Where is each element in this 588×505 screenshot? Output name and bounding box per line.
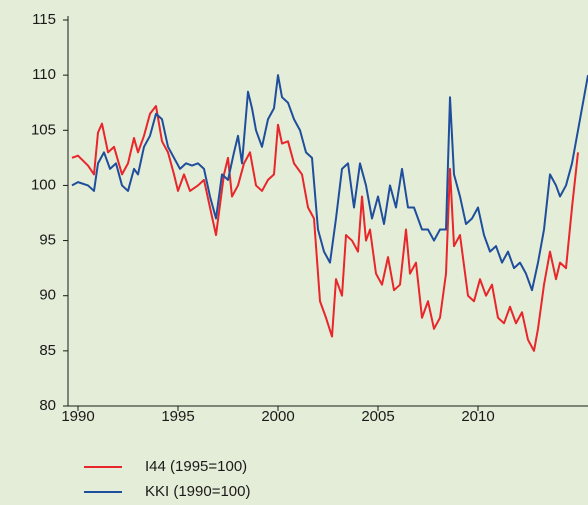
series-line <box>71 105 579 352</box>
y-tick-label: 115 <box>32 11 56 28</box>
y-tick-label: 90 <box>39 287 56 304</box>
y-tick-label: 110 <box>32 66 56 83</box>
axes: 80 85 90 95 100 105 110 115 1990 1995 2000 2005 2010 <box>31 11 588 425</box>
legend: I44 (1995=100) KKI (1990=100) <box>84 458 251 500</box>
plot-area <box>71 74 588 352</box>
x-tick-label: 2005 <box>361 408 394 425</box>
y-tick-label: 95 <box>39 232 56 249</box>
y-tick-label: 105 <box>31 121 56 138</box>
x-tick-label: 1990 <box>61 408 94 425</box>
legend-label: KKI (1990=100) <box>145 483 251 500</box>
x-tick-label: 2000 <box>261 408 294 425</box>
series-line <box>71 74 588 292</box>
legend-label: I44 (1995=100) <box>145 458 247 475</box>
y-tick-label: 100 <box>31 176 56 193</box>
y-tick-label: 85 <box>39 342 56 359</box>
y-tick-label: 80 <box>39 397 56 414</box>
x-tick-label: 2010 <box>461 408 494 425</box>
x-tick-label: 1995 <box>161 408 194 425</box>
